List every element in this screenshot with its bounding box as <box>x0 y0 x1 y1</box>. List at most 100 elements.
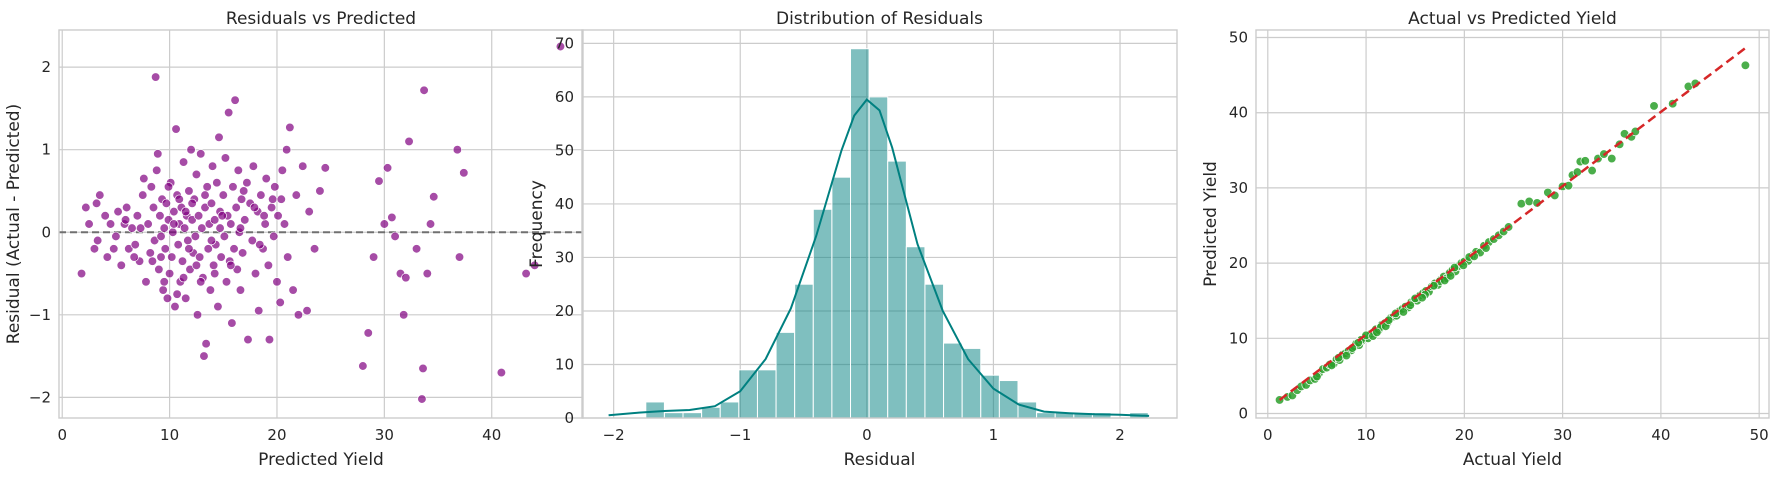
residual-point <box>454 252 465 262</box>
residual-point <box>212 178 222 188</box>
residual-point <box>152 165 162 175</box>
plot-frame <box>1255 29 1770 419</box>
histogram-bar <box>812 208 833 419</box>
y-tick-label: 20 <box>555 302 574 320</box>
histogram-bar <box>831 176 852 419</box>
residual-point <box>521 268 531 279</box>
residual-point <box>227 318 237 328</box>
residual-point <box>76 268 87 279</box>
residual-point <box>268 194 278 204</box>
residual-point <box>417 394 427 404</box>
residual-point <box>102 252 112 262</box>
residual-point <box>207 161 218 171</box>
residual-point <box>411 244 422 254</box>
residual-point <box>358 361 368 371</box>
histogram-bar <box>980 374 1000 419</box>
residual-point <box>288 285 298 295</box>
residual-point <box>205 285 216 295</box>
residual-point <box>116 260 126 270</box>
chart-title: Actual vs Predicted Yield <box>1408 9 1617 29</box>
residual-point <box>276 194 286 204</box>
x-tick-label: 0 <box>57 426 67 444</box>
histogram-bar <box>682 412 703 419</box>
x-tick-label: 40 <box>1651 426 1670 444</box>
residual-point <box>363 328 373 338</box>
residual-point <box>259 211 269 221</box>
residual-point <box>121 202 132 213</box>
residual-point <box>263 260 274 270</box>
residual-point <box>279 219 290 229</box>
x-axis-label: Actual Yield <box>1463 450 1562 470</box>
x-tick-label: −2 <box>603 426 625 444</box>
residual-point <box>203 244 213 254</box>
residual-point <box>248 161 259 171</box>
residual-point <box>184 186 194 196</box>
residual-point <box>404 136 414 147</box>
residual-point <box>224 107 234 118</box>
yield-point <box>1398 307 1409 317</box>
residual-point <box>163 182 174 192</box>
residual-point <box>105 219 116 229</box>
residual-point <box>164 268 175 279</box>
residual-point <box>291 190 301 200</box>
residual-point <box>150 72 161 82</box>
x-tick-label: 20 <box>267 426 286 444</box>
residual-point <box>429 192 439 202</box>
residual-point <box>185 264 195 275</box>
y-tick-label: 60 <box>555 88 574 106</box>
residual-point <box>418 363 428 374</box>
residual-point <box>153 149 163 159</box>
residual-point <box>390 231 400 242</box>
residual-point <box>243 334 253 345</box>
residual-point <box>210 268 220 279</box>
residual-point <box>113 206 123 217</box>
ideal-fit-line <box>1278 47 1747 401</box>
x-axis-label: Residual <box>844 450 916 470</box>
residual-point <box>235 223 246 233</box>
residual-point <box>285 122 295 133</box>
residual-point <box>261 173 271 184</box>
residual-point <box>399 310 409 320</box>
residual-point <box>200 190 210 200</box>
x-tick-label: 10 <box>160 426 179 444</box>
residual-point <box>277 165 287 175</box>
residual-point <box>228 182 238 192</box>
x-tick-label: 30 <box>375 426 394 444</box>
x-tick-label: 50 <box>1750 426 1769 444</box>
x-tick-label: 2 <box>1115 426 1125 444</box>
residual-point <box>254 306 264 316</box>
y-axis-label: Residual (Actual - Predicted) <box>4 104 24 344</box>
yield-point <box>1563 181 1574 191</box>
histogram-bar <box>961 347 982 419</box>
residual-point <box>147 256 158 266</box>
residual-point <box>132 211 143 221</box>
residual-point <box>379 219 390 229</box>
residual-point <box>220 153 231 163</box>
residual-point <box>235 285 246 295</box>
residual-point <box>230 95 240 105</box>
y-tick-label: 30 <box>1229 179 1248 197</box>
residual-point <box>187 215 197 225</box>
residual-point <box>298 161 308 171</box>
residual-point <box>226 260 236 270</box>
histogram-bar <box>663 412 684 419</box>
residual-point <box>162 293 173 303</box>
residual-point <box>264 334 275 345</box>
histogram-bar <box>645 401 665 419</box>
residual-point <box>281 145 292 155</box>
y-tick-label: −2 <box>29 388 51 406</box>
histogram-bar <box>719 401 740 419</box>
residual-point <box>425 219 436 229</box>
residual-point <box>191 260 202 270</box>
histogram-bar <box>868 96 889 419</box>
residual-point <box>302 306 312 316</box>
residual-point <box>161 198 172 209</box>
residual-point <box>239 186 249 196</box>
residual-point <box>192 310 203 320</box>
residual-point <box>159 223 169 233</box>
residual-point <box>179 223 190 233</box>
residual-point <box>221 277 232 287</box>
residual-point <box>168 227 178 237</box>
residual-point <box>216 252 226 262</box>
